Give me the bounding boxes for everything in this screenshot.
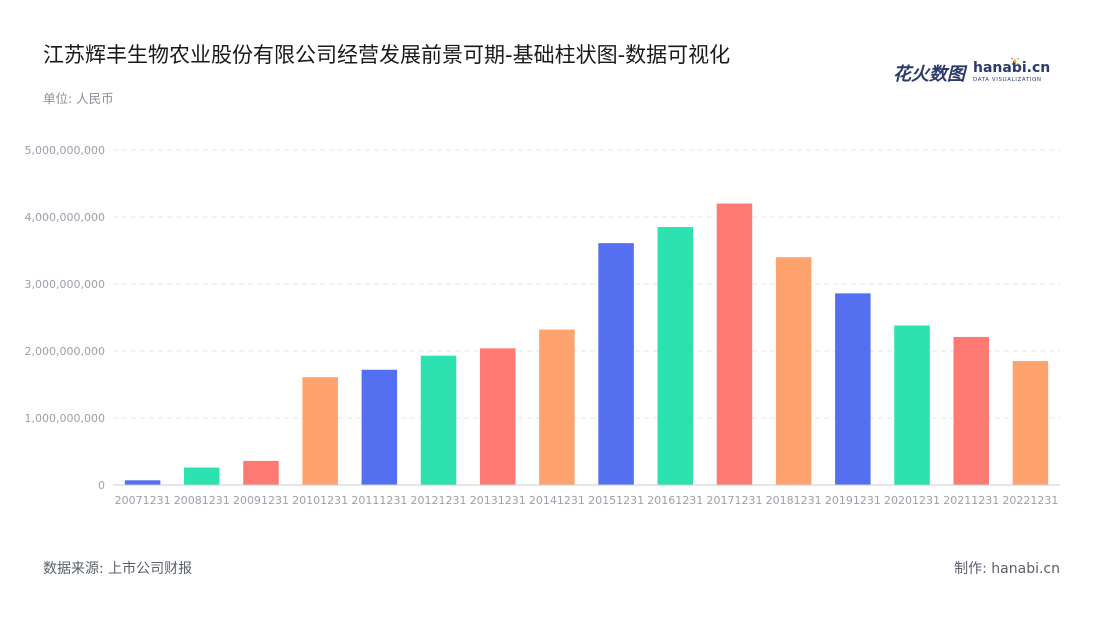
x-tick-label: 20111231 xyxy=(351,494,407,507)
x-tick-label: 20131231 xyxy=(470,494,526,507)
data-source: 数据来源: 上市公司财报 xyxy=(43,561,193,577)
bar xyxy=(953,336,989,485)
y-tick-label: 4,000,000,000 xyxy=(25,211,105,224)
brand-logo: 花火数图 hanabi.cn DATA VISUALIZATION xyxy=(893,57,1050,86)
bar xyxy=(835,293,871,485)
bar xyxy=(420,355,457,485)
x-tick-label: 20071231 xyxy=(115,494,171,507)
logo-text-en: hanabi.cn xyxy=(973,60,1051,76)
x-tick-label: 20161231 xyxy=(647,494,703,507)
unit-label: 单位: 人民币 xyxy=(43,91,114,106)
x-tick-label: 20191231 xyxy=(825,494,881,507)
sparkle-icon xyxy=(1011,57,1019,65)
y-axis-ticks: 0 1,000,000,000 2,000,000,000 3,000,000,000… xyxy=(25,144,105,492)
y-tick-label: 1,000,000,000 xyxy=(25,412,105,425)
bars xyxy=(124,203,1049,486)
logo-text-cn: 花火数图 xyxy=(893,64,965,85)
x-tick-label: 20141231 xyxy=(529,494,585,507)
x-tick-label: 20081231 xyxy=(174,494,230,507)
logo-subtitle: DATA VISUALIZATION xyxy=(973,77,1042,83)
bar xyxy=(657,227,694,486)
bar xyxy=(243,460,279,485)
x-tick-label: 20201231 xyxy=(884,494,940,507)
grid-lines xyxy=(113,149,1060,419)
bar xyxy=(302,377,338,485)
y-tick-label: 2,000,000,000 xyxy=(25,345,105,358)
maker-value: hanabi.cn xyxy=(991,561,1060,577)
y-tick-label: 0 xyxy=(98,479,105,492)
maker-credit: 制作: hanabi.cn xyxy=(954,558,1060,578)
bar xyxy=(598,243,634,485)
bar xyxy=(1012,361,1049,485)
x-tick-label: 20211231 xyxy=(943,494,999,507)
bar xyxy=(775,257,812,485)
x-tick-label: 20181231 xyxy=(766,494,822,507)
x-tick-label: 20101231 xyxy=(292,494,348,507)
bar xyxy=(124,480,161,485)
bar xyxy=(539,329,575,485)
y-tick-label: 3,000,000,000 xyxy=(25,278,105,291)
x-axis-ticks: 20071231 20081231 20091231 20101231 20111231… xyxy=(115,494,1059,507)
bar xyxy=(716,203,753,485)
x-tick-label: 20121231 xyxy=(411,494,467,507)
bar xyxy=(184,467,220,485)
bar xyxy=(894,325,930,485)
maker-label: 制作: xyxy=(954,561,987,577)
x-tick-label: 20171231 xyxy=(706,494,762,507)
x-tick-label: 20151231 xyxy=(588,494,644,507)
bar xyxy=(361,369,398,485)
bar xyxy=(479,348,516,485)
x-tick-label: 20221231 xyxy=(1002,494,1058,507)
y-tick-label: 5,000,000,000 xyxy=(25,144,105,157)
x-tick-label: 20091231 xyxy=(233,494,289,507)
chart-title: 江苏辉丰生物农业股份有限公司经营发展前景可期-基础柱状图-数据可视化 xyxy=(43,43,731,67)
